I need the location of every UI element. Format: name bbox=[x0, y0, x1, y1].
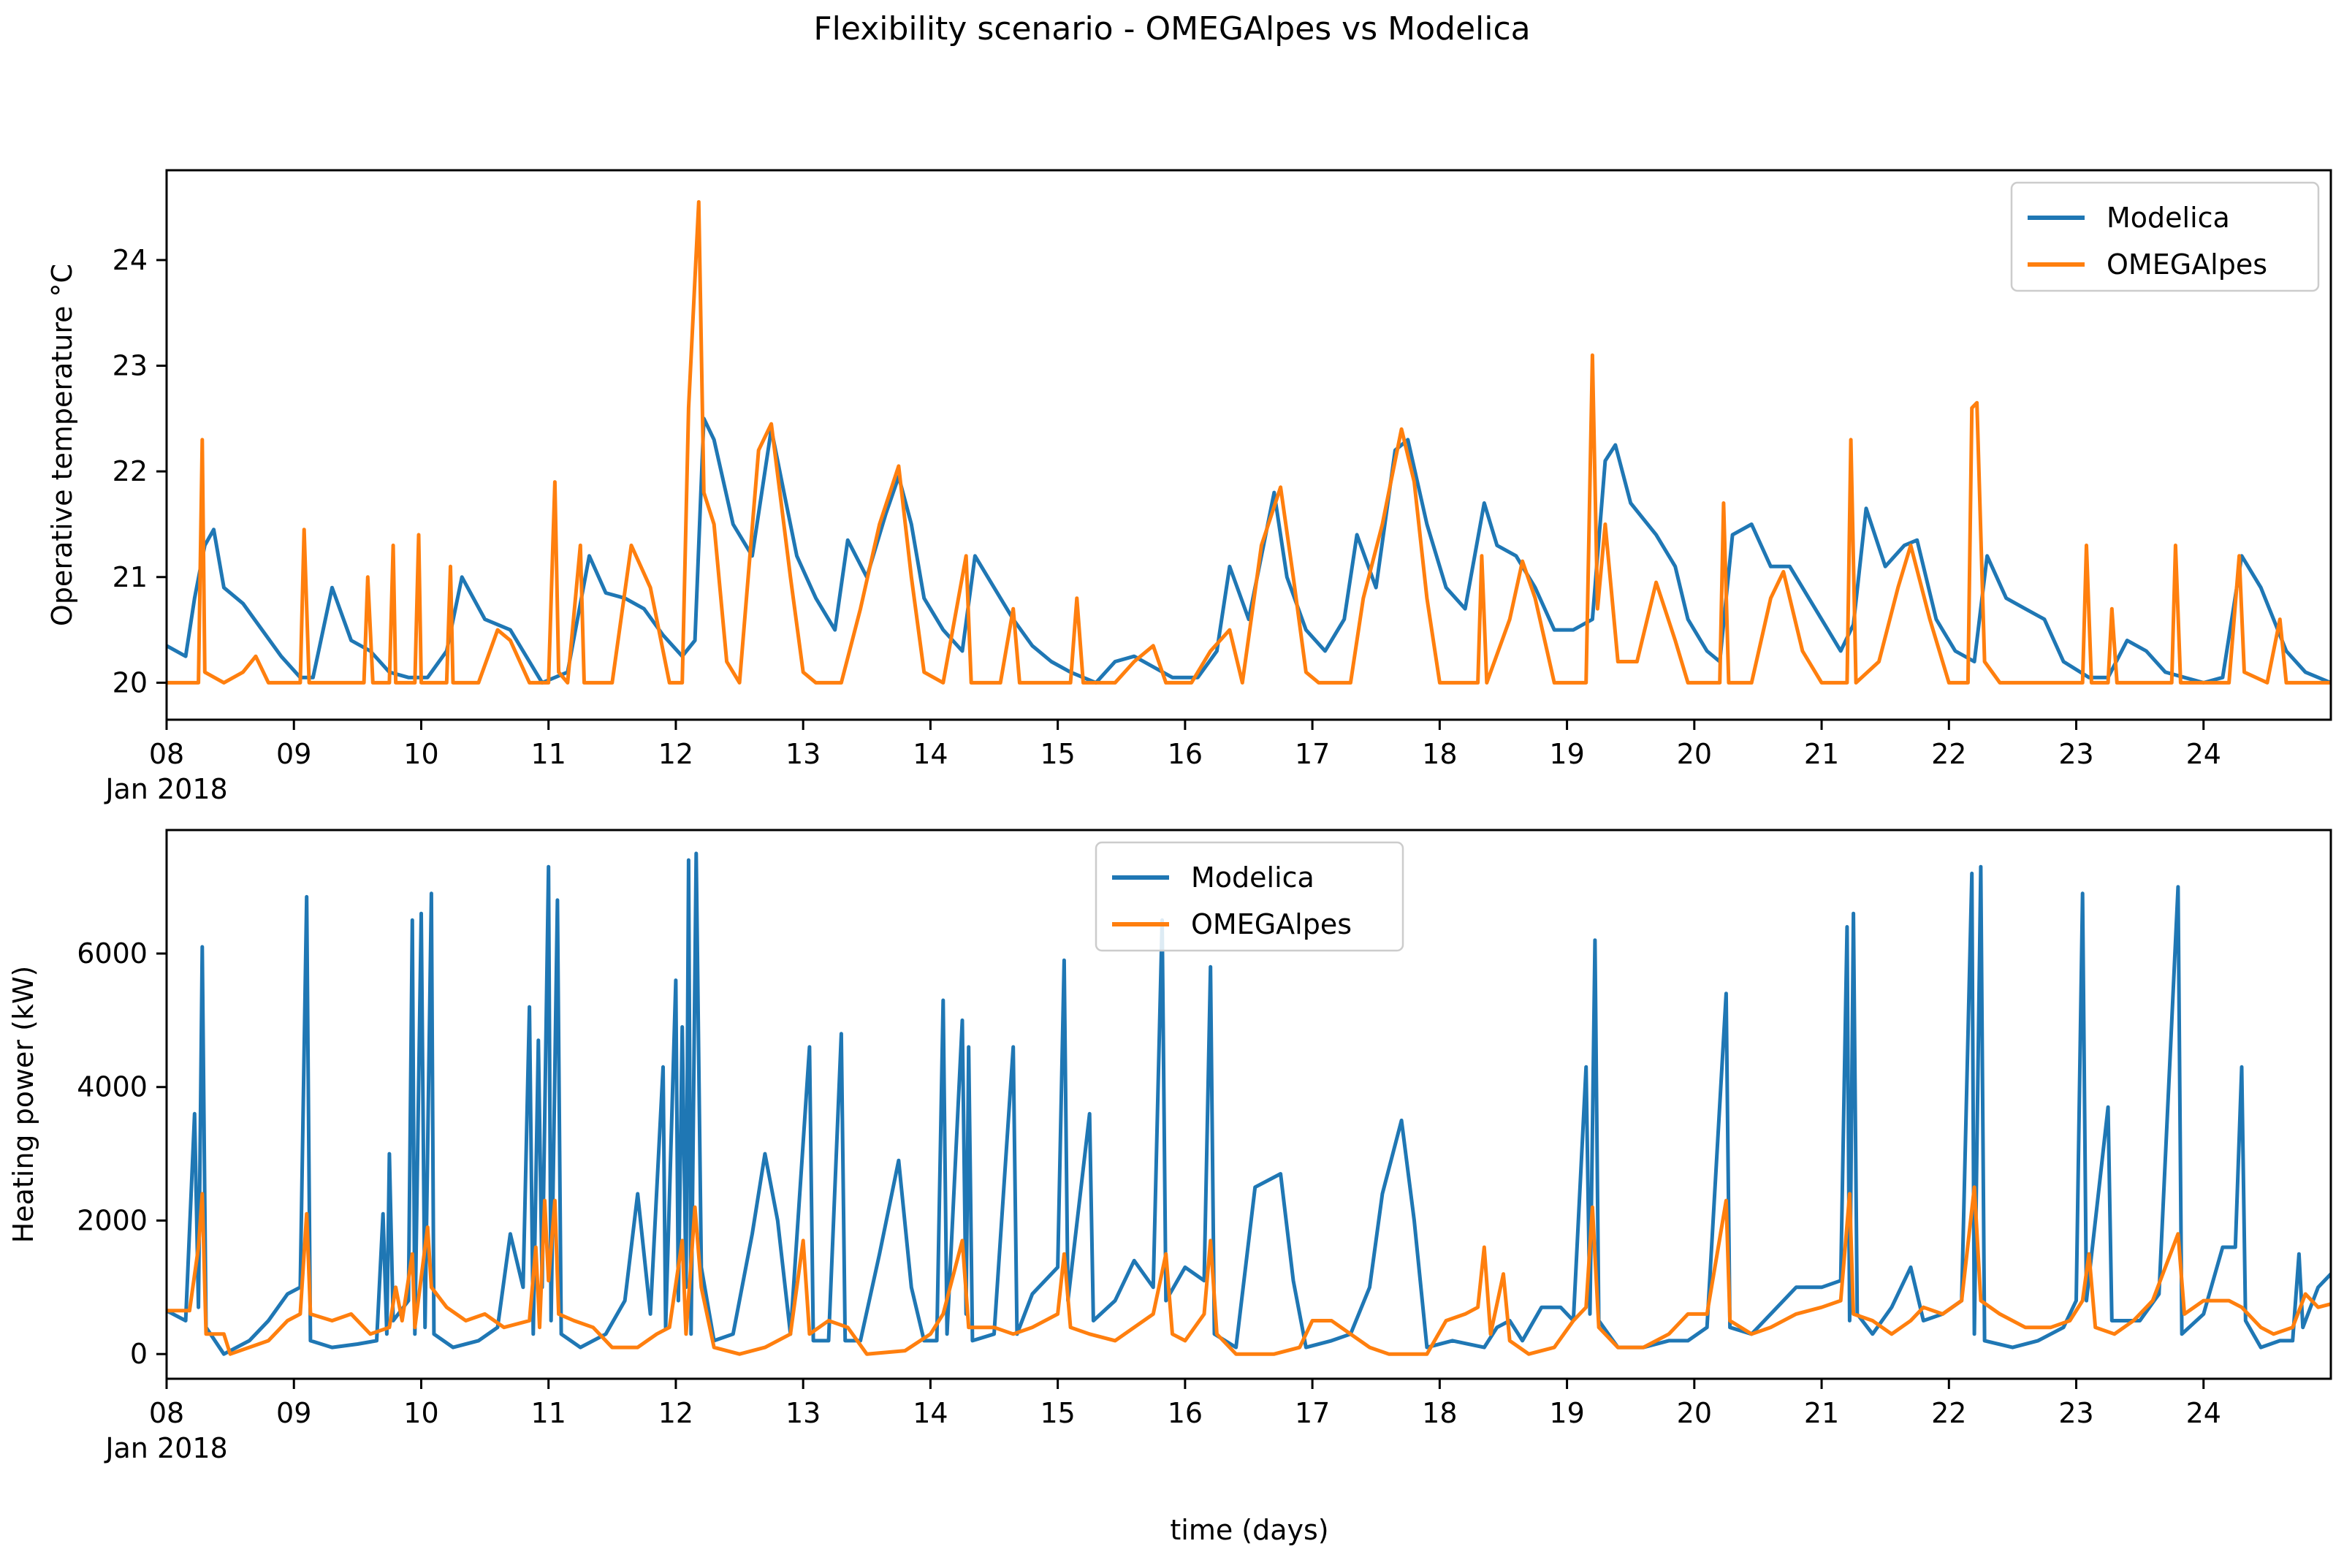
x-tick-label: 15 bbox=[1040, 738, 1075, 770]
series-line-modelica bbox=[167, 416, 2331, 685]
y-axis-label: Heating power (kW) bbox=[7, 966, 39, 1244]
x-tick-label: 10 bbox=[403, 1397, 438, 1429]
y-tick-label: 0 bbox=[130, 1338, 148, 1370]
x-tick-label: 21 bbox=[1804, 1397, 1839, 1429]
axes-frame bbox=[165, 169, 2332, 721]
x-tick-label: 17 bbox=[1295, 738, 1330, 770]
x-tick-label: 09 bbox=[276, 1397, 311, 1429]
x-tick-label: 23 bbox=[2058, 1397, 2093, 1429]
x-tick-label: 08 bbox=[149, 1397, 184, 1429]
y-tick-label: 20 bbox=[113, 666, 148, 699]
x-tick-label: 19 bbox=[1549, 1397, 1584, 1429]
x-tick-label: 20 bbox=[1677, 1397, 1712, 1429]
x-tick-label: 22 bbox=[1931, 1397, 1966, 1429]
x-tick-label: 12 bbox=[658, 1397, 693, 1429]
y-axis-label: Operative temperature °C bbox=[46, 264, 78, 626]
legend: Modelica OMEGAlpes bbox=[1095, 841, 1404, 952]
series-line-omegalpes bbox=[167, 1185, 2331, 1356]
legend: Modelica OMEGAlpes bbox=[2010, 181, 2320, 292]
y-tick-label: 21 bbox=[113, 561, 148, 593]
x-tick-label: 22 bbox=[1931, 738, 1966, 770]
axes-frame bbox=[165, 829, 2332, 1380]
x-tick-label: 13 bbox=[785, 738, 821, 770]
legend-box bbox=[2010, 181, 2320, 292]
x-tick-label: 13 bbox=[785, 1397, 821, 1429]
plot-area bbox=[167, 199, 2331, 685]
legend-box bbox=[1095, 841, 1404, 952]
x-tick-label: 14 bbox=[913, 1397, 948, 1429]
x-tick-sublabel: Jan 2018 bbox=[104, 773, 227, 805]
x-axis-label: time (days) bbox=[1170, 1514, 1328, 1546]
series-line-omegalpes bbox=[167, 199, 2331, 685]
x-tick-label: 12 bbox=[658, 738, 693, 770]
x-tick-label: 19 bbox=[1549, 738, 1584, 770]
x-tick-label: 14 bbox=[913, 738, 948, 770]
x-tick-label: 16 bbox=[1168, 1397, 1203, 1429]
x-tick-label: 24 bbox=[2186, 1397, 2221, 1429]
x-tick-label: 16 bbox=[1168, 738, 1203, 770]
legend-label-modelica: Modelica bbox=[1191, 861, 1314, 894]
y-tick-label: 24 bbox=[113, 244, 148, 276]
temperature-panel: 08 09 10 11 12 13 14 15 16 17 18 19 20 21 22 23 24 Jan 20… bbox=[46, 169, 2332, 805]
x-tick-label: 11 bbox=[531, 1397, 566, 1429]
x-tick-label: 15 bbox=[1040, 1397, 1075, 1429]
x-tick-label: 18 bbox=[1422, 738, 1457, 770]
x-tick-label: 17 bbox=[1295, 1397, 1330, 1429]
x-tick-label: 18 bbox=[1422, 1397, 1457, 1429]
figure-title: Flexibility scenario - OMEGAlpes vs Mode… bbox=[813, 10, 1530, 47]
legend-label-omegalpes: OMEGAlpes bbox=[1191, 908, 1352, 940]
x-tick-label: 11 bbox=[531, 738, 566, 770]
y-tick-label: 4000 bbox=[77, 1071, 148, 1103]
legend-label-modelica: Modelica bbox=[2107, 202, 2230, 234]
x-tick-label: 23 bbox=[2058, 738, 2093, 770]
x-tick-label: 21 bbox=[1804, 738, 1839, 770]
y-tick-label: 2000 bbox=[77, 1204, 148, 1236]
x-tick-label: 24 bbox=[2186, 738, 2221, 770]
x-tick-label: 09 bbox=[276, 738, 311, 770]
y-tick-label: 6000 bbox=[77, 937, 148, 970]
plot-area bbox=[167, 851, 2331, 1356]
y-tick-label: 23 bbox=[113, 350, 148, 382]
x-tick-sublabel: Jan 2018 bbox=[104, 1432, 227, 1464]
x-tick-label: 08 bbox=[149, 738, 184, 770]
heating-power-panel: 08 09 10 11 12 13 14 15 16 17 18 19 20 21 22 23 24 Jan 20… bbox=[7, 829, 2332, 1464]
legend-label-omegalpes: OMEGAlpes bbox=[2107, 248, 2267, 281]
x-tick-label: 10 bbox=[403, 738, 438, 770]
y-tick-label: 22 bbox=[113, 455, 148, 487]
x-tick-label: 20 bbox=[1677, 738, 1712, 770]
